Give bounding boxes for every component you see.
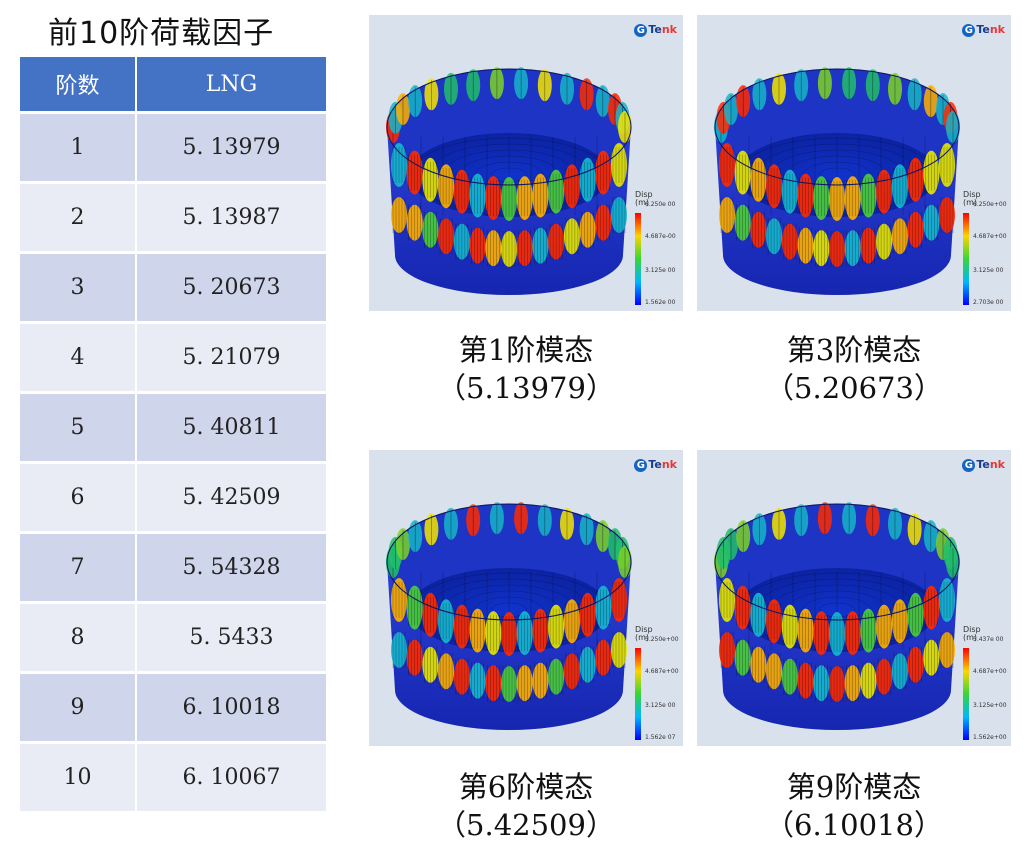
table-cell-lng: 5. 20673 [136, 252, 326, 324]
table-cell-lng: 5. 13979 [136, 112, 326, 184]
table-cell-lng: 5. 42509 [136, 462, 326, 534]
table-row: 1 5. 13979 [20, 112, 326, 184]
page-title: 前10阶荷载因子 [48, 16, 275, 51]
gtank-logo: G Tenk [634, 458, 677, 472]
legend-value: 3.125e+00 [973, 702, 1007, 709]
legend-value: 5.437e 00 [973, 636, 1004, 643]
mode-panel-3: G Tenk Disp (m) 6.250e+00 4.687e+00 3.125e 00 2… [697, 15, 1011, 311]
table-row: 9 6. 10018 [20, 672, 326, 744]
buckling-mode-image [714, 502, 960, 730]
table-cell-order: 1 [20, 112, 137, 184]
table-row: 4 5. 21079 [20, 322, 326, 394]
mode-value: （5.13979） [437, 371, 615, 405]
mode-panel-6: G Tenk Disp (m) 5.250e+00 4.687e+00 3.125e 00 1… [369, 450, 683, 746]
gtank-logo: G Tenk [962, 23, 1005, 37]
mode-value: （5.42509） [437, 808, 615, 842]
buckling-mode-image [386, 67, 632, 295]
table-cell-order: 8 [20, 602, 137, 674]
color-scale-bar [635, 648, 641, 740]
color-scale-bar [635, 213, 641, 305]
color-scale-bar [963, 648, 969, 740]
mode-title: 第3阶模态 [786, 333, 922, 367]
legend-value: 4.687e+00 [645, 668, 679, 675]
table-header-row: 阶数 LNG [20, 57, 326, 114]
mode-value: （5.20673） [765, 371, 943, 405]
table-cell-order: 7 [20, 532, 137, 604]
legend-value: 4.687e+00 [973, 668, 1007, 675]
legend-value: 2.703e 00 [973, 299, 1004, 306]
legend-value: 1.562e 00 [645, 299, 676, 306]
table-cell-lng: 5. 40811 [136, 392, 326, 464]
gtank-logo: G Tenk [962, 458, 1005, 472]
mode-caption-9: 第9阶模态 （6.10018） [697, 768, 1011, 844]
legend-value: 4.687e-00 [645, 233, 676, 240]
table-row: 5 5. 40811 [20, 392, 326, 464]
column-header-order: 阶数 [20, 57, 137, 114]
mode-title: 第1阶模态 [458, 333, 594, 367]
table-row: 7 5. 54328 [20, 532, 326, 604]
mode-value: （6.10018） [765, 808, 943, 842]
mode-title: 第6阶模态 [458, 770, 594, 804]
table-cell-order: 3 [20, 252, 137, 324]
table-cell-lng: 6. 10018 [136, 672, 326, 744]
table-row: 10 6. 10067 [20, 742, 326, 814]
table-row: 6 5. 42509 [20, 462, 326, 534]
table-cell-lng: 5. 13987 [136, 182, 326, 254]
table-cell-lng: 5. 54328 [136, 532, 326, 604]
table-cell-order: 9 [20, 672, 137, 744]
table-cell-lng: 6. 10067 [136, 742, 326, 814]
legend-value: 1.562e+00 [973, 734, 1007, 741]
table-row: 2 5. 13987 [20, 182, 326, 254]
table-cell-lng: 5. 5433 [136, 602, 326, 674]
table-cell-lng: 5. 21079 [136, 322, 326, 394]
legend-value: 6.250e+00 [973, 201, 1007, 208]
mode-panel-9: G Tenk Disp (m) 5.437e 00 4.687e+00 3.125e+00 1… [697, 450, 1011, 746]
legend-value: 1.562e 07 [645, 734, 676, 741]
table-cell-order: 4 [20, 322, 137, 394]
legend-value: 5.250e+00 [645, 636, 679, 643]
load-factor-table: 阶数 LNG 1 5. 13979 2 5. 13987 3 5. 20673 4 5.… [20, 57, 326, 814]
mode-caption-1: 第1阶模态 （5.13979） [369, 331, 683, 407]
table-cell-order: 10 [20, 742, 137, 814]
color-scale-bar [963, 213, 969, 305]
table-cell-order: 2 [20, 182, 137, 254]
table-row: 3 5. 20673 [20, 252, 326, 324]
mode-caption-3: 第3阶模态 （5.20673） [697, 331, 1011, 407]
mode-title: 第9阶模态 [786, 770, 922, 804]
legend-value: 6.250e 00 [645, 201, 676, 208]
table-cell-order: 6 [20, 462, 137, 534]
legend-title: Disp (m) [963, 190, 981, 207]
legend-value: 4.687e+00 [973, 233, 1007, 240]
buckling-mode-image [714, 67, 960, 295]
buckling-mode-image [386, 502, 632, 730]
table-cell-order: 5 [20, 392, 137, 464]
gtank-logo: G Tenk [634, 23, 677, 37]
legend-value: 3.125e 00 [973, 267, 1004, 274]
mode-caption-6: 第6阶模态 （5.42509） [369, 768, 683, 844]
legend-title: Disp (m) [635, 625, 653, 642]
table-row: 8 5. 5433 [20, 602, 326, 674]
legend-title: Disp (m) [635, 190, 653, 207]
mode-panel-1: G Tenk Disp (m) 6.250e 00 4.687e-00 3.125e 00 1… [369, 15, 683, 311]
column-header-lng: LNG [136, 57, 326, 114]
legend-title: Disp (m) [963, 625, 981, 642]
legend-value: 3.125e 00 [645, 702, 676, 709]
legend-value: 3.125e 00 [645, 267, 676, 274]
